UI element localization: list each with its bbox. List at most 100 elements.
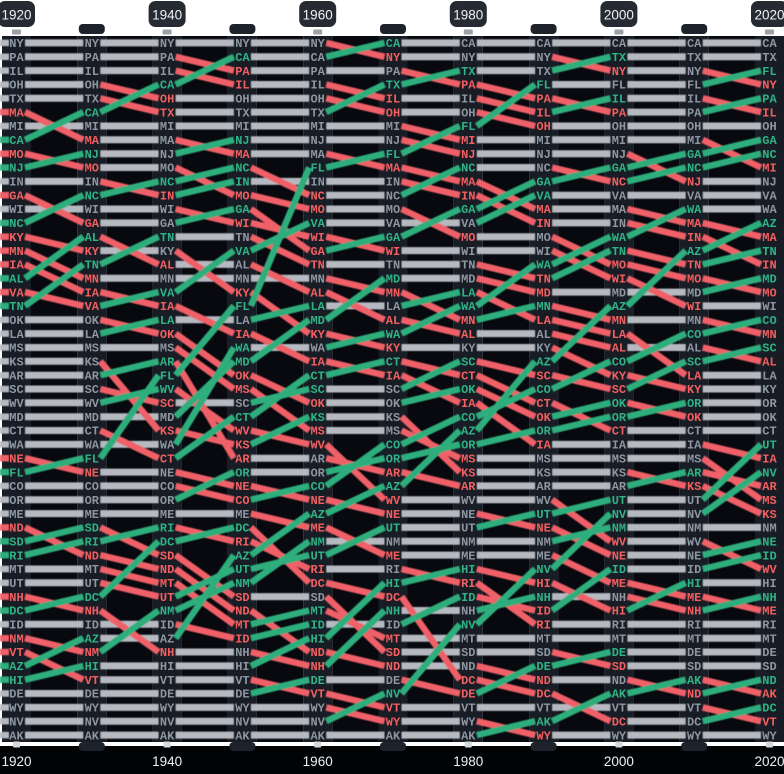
state-label-1980-SD: SD: [461, 646, 475, 660]
state-label-2000-IN: IN: [612, 217, 626, 231]
state-label-2000-MS: MS: [612, 452, 626, 466]
state-label-2000-AR: AR: [612, 480, 627, 494]
state-label-1990-NE: NE: [536, 522, 550, 536]
state-label-1930-MT: MT: [85, 563, 99, 577]
state-label-1920-UT: UT: [9, 577, 23, 591]
state-label-1970-DC: DC: [386, 591, 400, 605]
state-label-1950-SD: SD: [235, 591, 249, 605]
state-label-1970-ND: ND: [386, 660, 400, 674]
state-label-1940-IA: IA: [160, 300, 175, 314]
state-label-1930-MN: MN: [85, 273, 99, 287]
state-label-1920-IA: IA: [9, 259, 24, 273]
state-label-1960-NE: NE: [310, 494, 324, 508]
state-label-1960-WY: WY: [310, 702, 325, 716]
state-label-1950-NM: NM: [235, 577, 249, 591]
state-label-1950-MN: MN: [235, 273, 249, 287]
state-label-1990-UT: UT: [536, 508, 550, 522]
state-label-1920-WY: WY: [9, 702, 24, 716]
state-label-2000-UT: UT: [612, 494, 626, 508]
state-label-2020-MA: MA: [762, 231, 777, 245]
state-label-1920-AR: AR: [9, 369, 24, 383]
state-label-2000-WV: WV: [612, 536, 627, 550]
state-label-1990-NV: NV: [536, 563, 551, 577]
state-label-1930-VA: VA: [85, 300, 100, 314]
state-label-1980-MA: MA: [461, 176, 476, 190]
state-label-2000-NH: NH: [612, 591, 626, 605]
state-label-1980-ME: ME: [461, 549, 475, 563]
state-label-1980-MN: MN: [461, 314, 475, 328]
state-label-1920-SD: SD: [9, 536, 23, 550]
state-label-2000-SD: SD: [612, 660, 626, 674]
state-label-1980-FL: FL: [461, 120, 475, 134]
state-label-1960-MD: MD: [310, 314, 324, 328]
state-label-2020-IL: IL: [762, 106, 776, 120]
state-label-1990-KS: KS: [536, 466, 550, 480]
state-label-1990-SD: SD: [536, 646, 550, 660]
state-label-1950-NJ: NJ: [235, 134, 249, 148]
state-label-1990-WV: WV: [536, 494, 551, 508]
state-label-1920-LA: LA: [9, 328, 24, 342]
state-label-1960-MI: MI: [310, 120, 324, 134]
state-label-1920-OH: OH: [9, 79, 23, 93]
state-label-1920-OK: OK: [9, 314, 24, 328]
state-label-1940-MN: MN: [160, 273, 174, 287]
state-label-1980-RI: RI: [461, 577, 475, 591]
state-label-2000-IA: IA: [612, 439, 627, 453]
state-label-1980-WY: WY: [461, 715, 476, 729]
top-axis-label-2000: 2000: [604, 8, 634, 23]
state-label-1930-WY: WY: [85, 702, 100, 716]
state-label-2020-CA: CA: [762, 37, 777, 51]
state-label-2010-MS: MS: [687, 452, 701, 466]
state-label-1950-AZ: AZ: [235, 549, 249, 563]
state-label-2020-ME: ME: [762, 605, 776, 619]
state-label-1970-KY: KY: [386, 342, 401, 356]
top-axis-label-1980: 1980: [453, 8, 483, 23]
state-label-1970-MS: MS: [386, 425, 400, 439]
state-label-1920-PA: PA: [9, 51, 24, 65]
state-label-1990-OH: OH: [536, 120, 550, 134]
state-label-2020-ID: ID: [762, 549, 776, 563]
state-label-1980-ID: ID: [461, 591, 475, 605]
state-label-1920-AZ: AZ: [9, 660, 23, 674]
state-label-1970-NJ: NJ: [386, 134, 400, 148]
state-label-2020-IN: IN: [762, 259, 776, 273]
state-label-1920-DE: DE: [9, 688, 23, 702]
state-label-1960-OR: OR: [310, 466, 325, 480]
state-label-1920-ME: ME: [9, 508, 23, 522]
state-label-2020-SD: SD: [762, 660, 776, 674]
state-label-1960-NH: NH: [310, 660, 324, 674]
state-label-1960-ME: ME: [310, 522, 324, 536]
state-label-1980-AZ: AZ: [461, 425, 475, 439]
state-label-1970-FL: FL: [386, 148, 400, 162]
state-label-1940-WI: WI: [160, 203, 174, 217]
state-label-1950-OH: OH: [235, 93, 249, 107]
state-label-1940-CO: CO: [160, 480, 174, 494]
state-label-1990-TN: TN: [536, 273, 550, 287]
state-label-2010-KY: KY: [687, 383, 702, 397]
state-label-1990-GA: GA: [536, 176, 551, 190]
state-label-1930-SC: SC: [85, 383, 99, 397]
state-label-2000-MO: MO: [612, 259, 626, 273]
state-label-1950-KS: KS: [235, 439, 249, 453]
state-label-2010-CA: CA: [687, 37, 702, 51]
state-label-2010-NJ: NJ: [687, 176, 701, 190]
state-label-1970-LA: LA: [386, 300, 401, 314]
state-label-1980-MS: MS: [461, 452, 475, 466]
state-label-1970-AZ: AZ: [386, 480, 400, 494]
state-label-2010-WA: WA: [687, 203, 702, 217]
state-label-1920-NY: NY: [9, 37, 24, 51]
state-label-2000-TN: TN: [612, 245, 626, 259]
state-label-1970-TN: TN: [386, 259, 400, 273]
state-label-1980-CT: CT: [461, 369, 475, 383]
state-label-2020-TX: TX: [762, 51, 777, 65]
state-label-2010-MN: MN: [687, 314, 701, 328]
state-label-2010-NV: NV: [687, 508, 702, 522]
bottom-axis-label-2000: 2000: [604, 754, 634, 769]
state-label-1930-ID: ID: [85, 619, 99, 633]
state-label-1940-KY: KY: [160, 245, 175, 259]
state-label-2020-MS: MS: [762, 494, 776, 508]
state-label-1960-SC: SC: [310, 383, 324, 397]
state-label-2020-ND: ND: [762, 674, 776, 688]
state-label-1960-VT: VT: [310, 688, 324, 702]
state-label-2000-MI: MI: [612, 134, 626, 148]
